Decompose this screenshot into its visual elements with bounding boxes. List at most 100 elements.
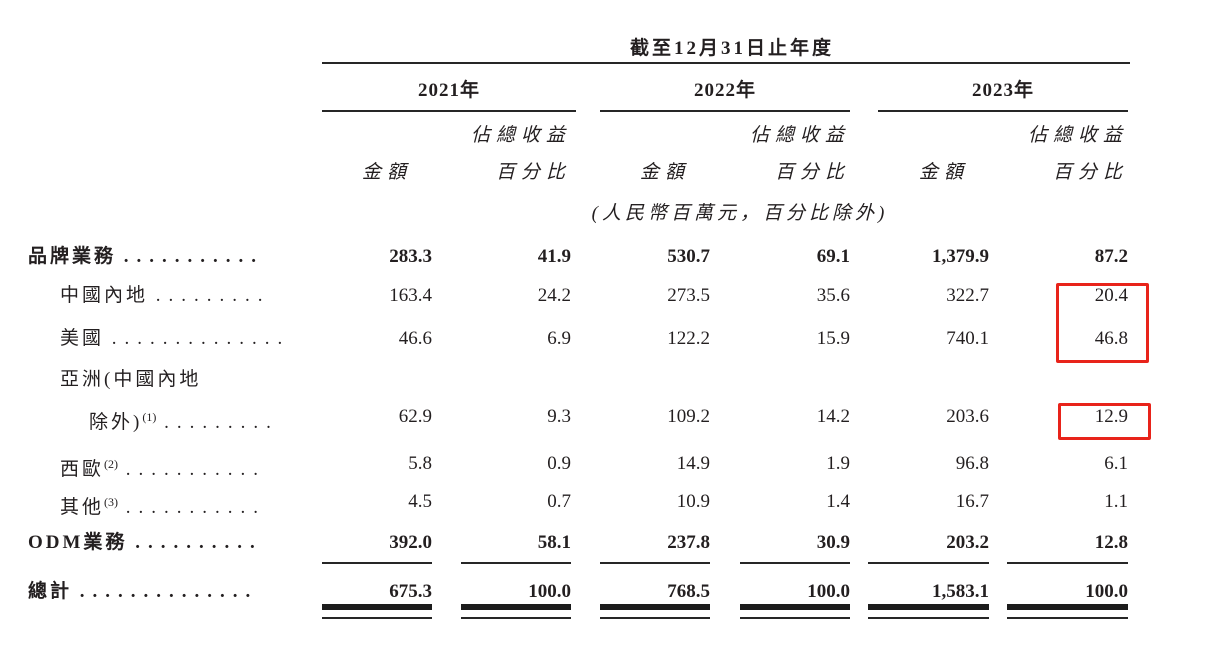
cell-amount: 14.9 [676,453,710,474]
cell-amount: 122.2 [667,328,710,349]
total-double-rule-thick [600,604,710,610]
year-group-2021: 2021年 [322,74,576,112]
row-label-text: 除外) [89,412,143,433]
row-label-text: ODM業務 [28,532,128,553]
table-row: 其他(3) ........... 4.5 0.7 10.9 1.4 16.7 1.1 [0,481,1214,523]
total-double-rule-thick [1007,604,1128,610]
cell-percentage: 24.2 [537,285,571,306]
footnote-marker: (2) [104,457,119,471]
dot-leader: ........... [125,459,267,480]
row-label: 美國 .............. [60,318,309,360]
cell-percentage: 41.9 [537,246,571,267]
year-label: 2023年 [971,80,1034,101]
table-row: 品牌業務 ........... 283.3 41.9 530.7 69.1 1,379.… [0,236,1214,278]
total-double-rule-thick [461,604,571,610]
year-label: 2021年 [417,80,480,101]
cell-amount: 5.8 [408,453,432,474]
total-double-rule-thin [1007,617,1128,619]
cell-amount: 740.1 [946,328,989,349]
subtotal-rule [868,562,989,564]
cell-amount: 530.7 [667,246,710,267]
subtotal-rule [461,562,571,564]
cell-amount: 1,379.9 [932,246,989,267]
cell-amount: 62.9 [398,406,432,427]
dot-leader: .......... [135,532,263,553]
cell-percentage: 58.1 [537,532,571,553]
cell-amount: 1,583.1 [932,581,989,602]
table-row: 總計 .............. 675.3 100.0 768.5 100.0 1,5… [0,571,1214,613]
cell-percentage: 35.6 [816,285,850,306]
header-top-rule [322,62,1130,64]
total-double-rule-thin [740,617,850,619]
cell-percentage: 9.3 [547,406,571,427]
cell-percentage: 87.2 [1094,246,1128,267]
cell-percentage: 6.9 [547,328,571,349]
total-double-rule-thin [461,617,571,619]
dot-leader: ......... [164,412,279,433]
row-label: 除外)(1) ......... [89,396,309,444]
highlight-box-2023-pct-asia [1058,403,1151,440]
year-group-2023: 2023年 [878,74,1128,112]
col-header-pct-line2: 百分比 [1052,162,1128,183]
cell-percentage: 69.1 [816,246,850,267]
total-double-rule-thin [322,617,432,619]
cell-amount: 283.3 [389,246,432,267]
col-header-amount: 金額 [639,162,690,183]
cell-percentage: 14.2 [816,406,850,427]
cell-amount: 96.8 [955,453,989,474]
table-row: 亞洲(中國內地 [0,359,1214,401]
col-header-pct-line1: 佔總收益 [1027,125,1128,146]
col-header-amount: 金額 [361,162,412,183]
dot-leader: ........... [123,246,265,267]
unit-note: (人民幣百萬元，百分比除外) [591,203,889,224]
cell-percentage: 6.1 [1104,453,1128,474]
highlight-box-2023-pct-china-us [1056,283,1149,363]
row-label: 亞洲(中國內地 [60,359,309,401]
subtotal-rule [740,562,850,564]
cell-percentage: 20.4 [1094,285,1128,306]
table-row: 中國內地 ......... 163.4 24.2 273.5 35.6 322.7 20.… [0,275,1214,317]
footnote-marker: (1) [142,410,157,424]
cell-percentage: 0.9 [547,453,571,474]
cell-amount: 4.5 [408,491,432,512]
row-label: 其他(3) ........... [60,481,309,529]
cell-percentage: 46.8 [1094,328,1128,349]
cell-amount: 392.0 [389,532,432,553]
row-label-text: 品牌業務 [28,246,117,267]
cell-amount: 16.7 [955,491,989,512]
row-label-text: 西歐 [60,459,105,480]
col-header-amount: 金額 [918,162,969,183]
cell-percentage: 100.0 [528,581,571,602]
cell-percentage: 1.1 [1104,491,1128,512]
period-header: 截至12月31日止年度 [629,38,834,59]
col-header-pct-line1: 佔總收益 [749,125,850,146]
row-label: 中國內地 ......... [60,275,309,317]
cell-percentage: 12.9 [1094,406,1128,427]
total-double-rule-thick [322,604,432,610]
col-header-pct-line1: 佔總收益 [470,125,571,146]
dot-leader: .............. [79,581,259,602]
total-double-rule-thin [600,617,710,619]
cell-amount: 109.2 [667,406,710,427]
row-label: 總計 .............. [28,571,309,613]
dot-leader: ......... [155,285,271,306]
cell-percentage: 15.9 [816,328,850,349]
cell-percentage: 30.9 [816,532,850,553]
cell-percentage: 1.9 [826,453,850,474]
row-label: ODM業務 .......... [28,522,309,564]
row-label: 西歐(2) ........... [60,443,309,491]
subtotal-rule [1007,562,1128,564]
cell-percentage: 100.0 [807,581,850,602]
dot-leader: ........... [125,497,267,518]
subtotal-rule [322,562,432,564]
cell-percentage: 100.0 [1085,581,1128,602]
year-label: 2022年 [693,80,756,101]
cell-amount: 163.4 [389,285,432,306]
table-row: 除外)(1) ......... 62.9 9.3 109.2 14.2 203.6 12.… [0,396,1214,438]
year-group-2022: 2022年 [600,74,850,112]
col-header-pct-line2: 百分比 [495,162,571,183]
cell-amount: 46.6 [398,328,432,349]
cell-percentage: 12.8 [1094,532,1128,553]
col-header-pct-line2: 百分比 [774,162,850,183]
